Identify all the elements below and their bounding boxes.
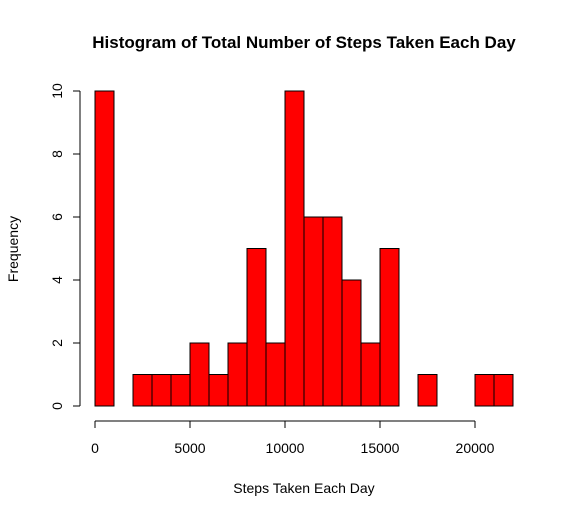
y-axis: 0 2 4 6 8 10 [49,83,81,410]
histogram-bar [189,342,210,407]
histogram-bar [341,279,362,407]
y-tick-label: 6 [49,213,65,221]
histogram-bar [322,216,343,407]
x-axis: 0 5000 10000 15000 20000 [91,420,495,456]
histogram-bar [170,374,191,407]
histogram-bar [360,342,381,407]
x-tick-label: 5000 [174,440,205,456]
histogram-bar [246,248,267,407]
y-tick-label: 8 [49,150,65,158]
histogram-bar [417,374,438,407]
y-tick-label: 0 [49,402,65,410]
histogram-bar [379,248,400,407]
histogram-bar [208,374,229,407]
y-tick-label: 10 [49,83,65,99]
histogram-bar [132,374,153,407]
histogram-bar [94,90,115,407]
x-tick-label: 0 [91,440,99,456]
histogram-bar [474,374,495,407]
x-tick-label: 10000 [266,440,305,456]
y-tick-label: 4 [49,276,65,284]
x-tick-label: 15000 [361,440,400,456]
x-tick-label: 20000 [456,440,495,456]
histogram-bar [151,374,172,407]
histogram-bar [227,342,248,407]
histogram-bar [265,342,286,407]
y-tick-label: 2 [49,339,65,347]
histogram-bar [284,90,305,407]
chart-title: Histogram of Total Number of Steps Taken… [92,33,516,52]
y-axis-label: Frequency [5,216,21,282]
x-axis-label: Steps Taken Each Day [233,480,374,496]
histogram-bar [493,374,514,407]
histogram-bar [303,216,324,407]
bars-group [94,90,514,407]
